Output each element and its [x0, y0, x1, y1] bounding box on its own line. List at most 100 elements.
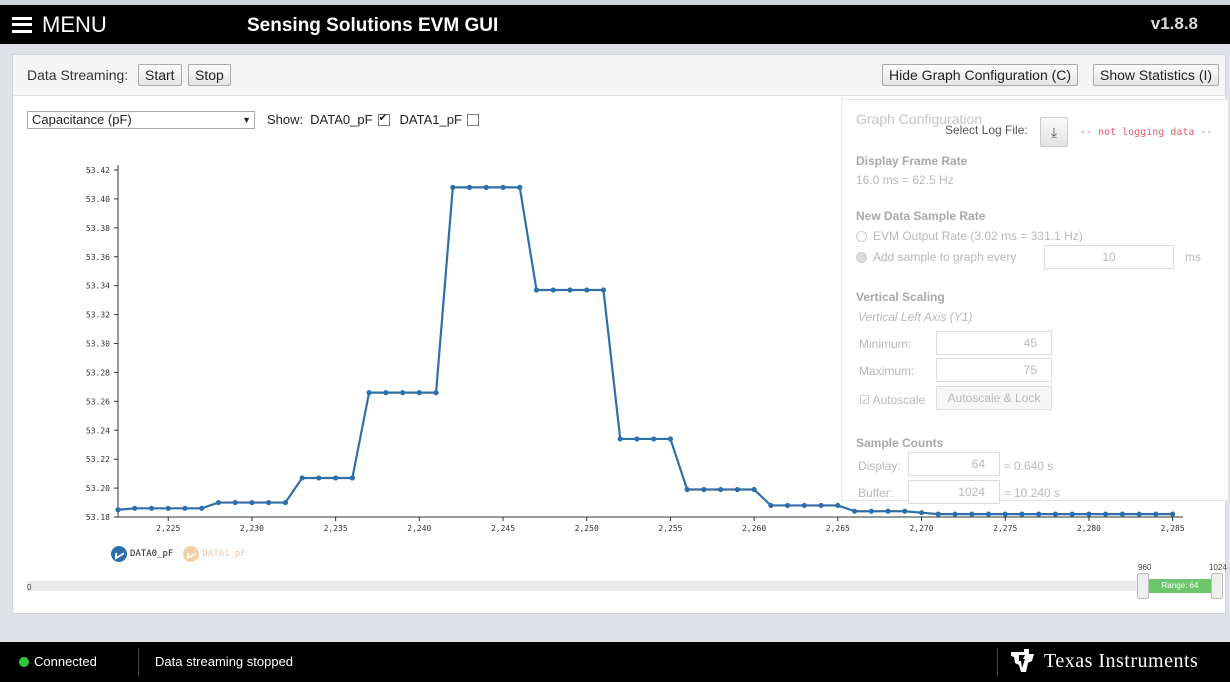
x-tick-label: 2,270 — [909, 524, 933, 533]
sample-interval-unit: ms — [1185, 250, 1201, 264]
data-point — [299, 475, 305, 481]
measurement-select[interactable]: Capacitance (pF) ▼ — [27, 111, 255, 129]
x-tick-label: 2,240 — [407, 524, 431, 533]
data-point — [115, 507, 121, 513]
x-tick-label: 2,275 — [993, 524, 1017, 533]
data-point — [667, 436, 674, 442]
data-point — [182, 505, 188, 511]
data-point — [902, 508, 908, 514]
legend-series-icon[interactable] — [111, 546, 127, 562]
sample-interval-input[interactable]: 10 — [1044, 245, 1174, 269]
x-tick-label: 2,235 — [324, 524, 348, 533]
x-tick-label: 2,255 — [658, 524, 682, 533]
channel-label-data1: DATA1_pF — [399, 112, 462, 127]
data-point — [500, 184, 506, 190]
x-tick-label: 2,225 — [156, 524, 180, 533]
capacitance-chart: 53.18 53.20 53.22 53.24 53.26 53.28 53.30 53.32… — [86, 165, 1185, 533]
ti-brand-text: Texas Instruments — [1044, 649, 1199, 672]
data-point — [316, 475, 322, 481]
range-handle-start[interactable] — [1137, 573, 1149, 599]
data-point — [148, 505, 155, 511]
window-titlebar-strip — [0, 0, 1230, 5]
data-point — [751, 486, 757, 493]
x-tick-label: 2,245 — [491, 524, 515, 533]
minimum-input[interactable]: 45 — [936, 331, 1052, 355]
data-point — [466, 184, 473, 190]
display-count-input[interactable]: 64 — [908, 452, 1000, 476]
x-tick-label: 2,260 — [742, 524, 766, 533]
data-point — [483, 184, 489, 190]
y-tick-label: 53.22 — [86, 455, 110, 464]
y-tick-label: 53.18 — [86, 513, 110, 522]
show-label: Show: — [267, 112, 304, 127]
autoscale-checkbox[interactable]: ☑ Autoscale — [859, 393, 926, 407]
hamburger-icon — [12, 16, 32, 33]
data-point — [567, 287, 573, 293]
autoscale-label: Autoscale — [872, 393, 926, 407]
channel-checkbox-data1[interactable] — [466, 113, 479, 126]
data-point — [416, 390, 422, 396]
legend-series-icon[interactable] — [183, 546, 200, 562]
data-point — [885, 508, 891, 514]
data-point — [835, 502, 841, 509]
data-point — [165, 505, 171, 511]
download-icon[interactable]: ⤓ — [1040, 117, 1068, 147]
y-tick-label: 53.36 — [86, 253, 110, 262]
data-point — [550, 287, 556, 293]
y-tick-label: 53.26 — [86, 397, 110, 406]
x-tick-label: 2,265 — [826, 524, 850, 533]
buffer-count-input[interactable]: 1024 — [908, 480, 1000, 504]
status-bar: Connected Data streaming stopped Texas I… — [0, 642, 1230, 682]
data-point — [918, 510, 925, 516]
connection-status-icon — [19, 657, 29, 667]
data-point — [1002, 511, 1008, 517]
data-point — [1036, 511, 1042, 517]
data-point — [1019, 511, 1025, 517]
radio-icon — [856, 252, 867, 264]
streaming-toolbar: Data Streaming: Start Stop Hide Graph Co… — [13, 55, 1225, 96]
data-point — [651, 436, 657, 442]
start-button[interactable]: Start — [138, 64, 182, 86]
add-sample-label: Add sample to graph every — [873, 250, 1017, 264]
data-point — [701, 486, 707, 493]
data-point — [349, 475, 355, 481]
channel-checkbox-data0[interactable] — [377, 111, 390, 126]
buffer-time-label: ≈ 10.240 s — [1004, 486, 1060, 500]
measurement-select-value: Capacitance (pF) — [32, 112, 132, 127]
data-point — [935, 511, 941, 517]
data-point — [600, 287, 607, 293]
stop-button[interactable]: Stop — [188, 64, 231, 86]
data-point — [1136, 511, 1142, 517]
y-tick-label: 53.30 — [86, 340, 110, 349]
data-streaming-label: Data Streaming: — [27, 67, 129, 83]
data-point — [366, 390, 372, 396]
menu-button[interactable]: MENU — [12, 5, 107, 44]
evm-output-option[interactable]: EVM Output Rate (3.02 ms = 331.1 Hz) — [856, 229, 1083, 243]
config-title: Graph Configuration — [856, 111, 983, 127]
data-point — [517, 184, 523, 190]
select-log-label: Select Log File: — [945, 123, 1028, 137]
channel-label-data0: DATA0_pF — [310, 112, 373, 127]
data-point — [684, 486, 690, 493]
range-selection[interactable]: Range: 64 — [1149, 579, 1211, 593]
data-point — [132, 505, 138, 511]
data-point — [199, 505, 205, 511]
range-end-label: 1024 — [1209, 563, 1227, 572]
maximum-input[interactable]: 75 — [936, 358, 1052, 382]
autoscale-lock-button[interactable]: Autoscale & Lock — [936, 386, 1052, 410]
show-statistics-button[interactable]: Show Statistics (I) — [1093, 64, 1220, 86]
range-handle-end[interactable] — [1211, 573, 1223, 599]
add-sample-option[interactable]: Add sample to graph every — [856, 250, 1016, 264]
data-point — [851, 508, 858, 514]
data-point — [952, 511, 958, 517]
main-panel: Data Streaming: Start Stop Hide Graph Co… — [12, 54, 1229, 614]
app-title: Sensing Solutions EVM GUI — [247, 15, 499, 36]
y-tick-label: 53.32 — [86, 311, 110, 320]
hide-graph-config-button[interactable]: Hide Graph Configuration (C) — [882, 64, 1079, 86]
data-point — [734, 486, 740, 493]
data-point — [785, 502, 791, 509]
data-point — [1119, 511, 1126, 517]
range-slider-track[interactable] — [27, 581, 1223, 591]
legend-label-data0: DATA0_pF — [130, 549, 174, 559]
data-point — [399, 390, 406, 396]
